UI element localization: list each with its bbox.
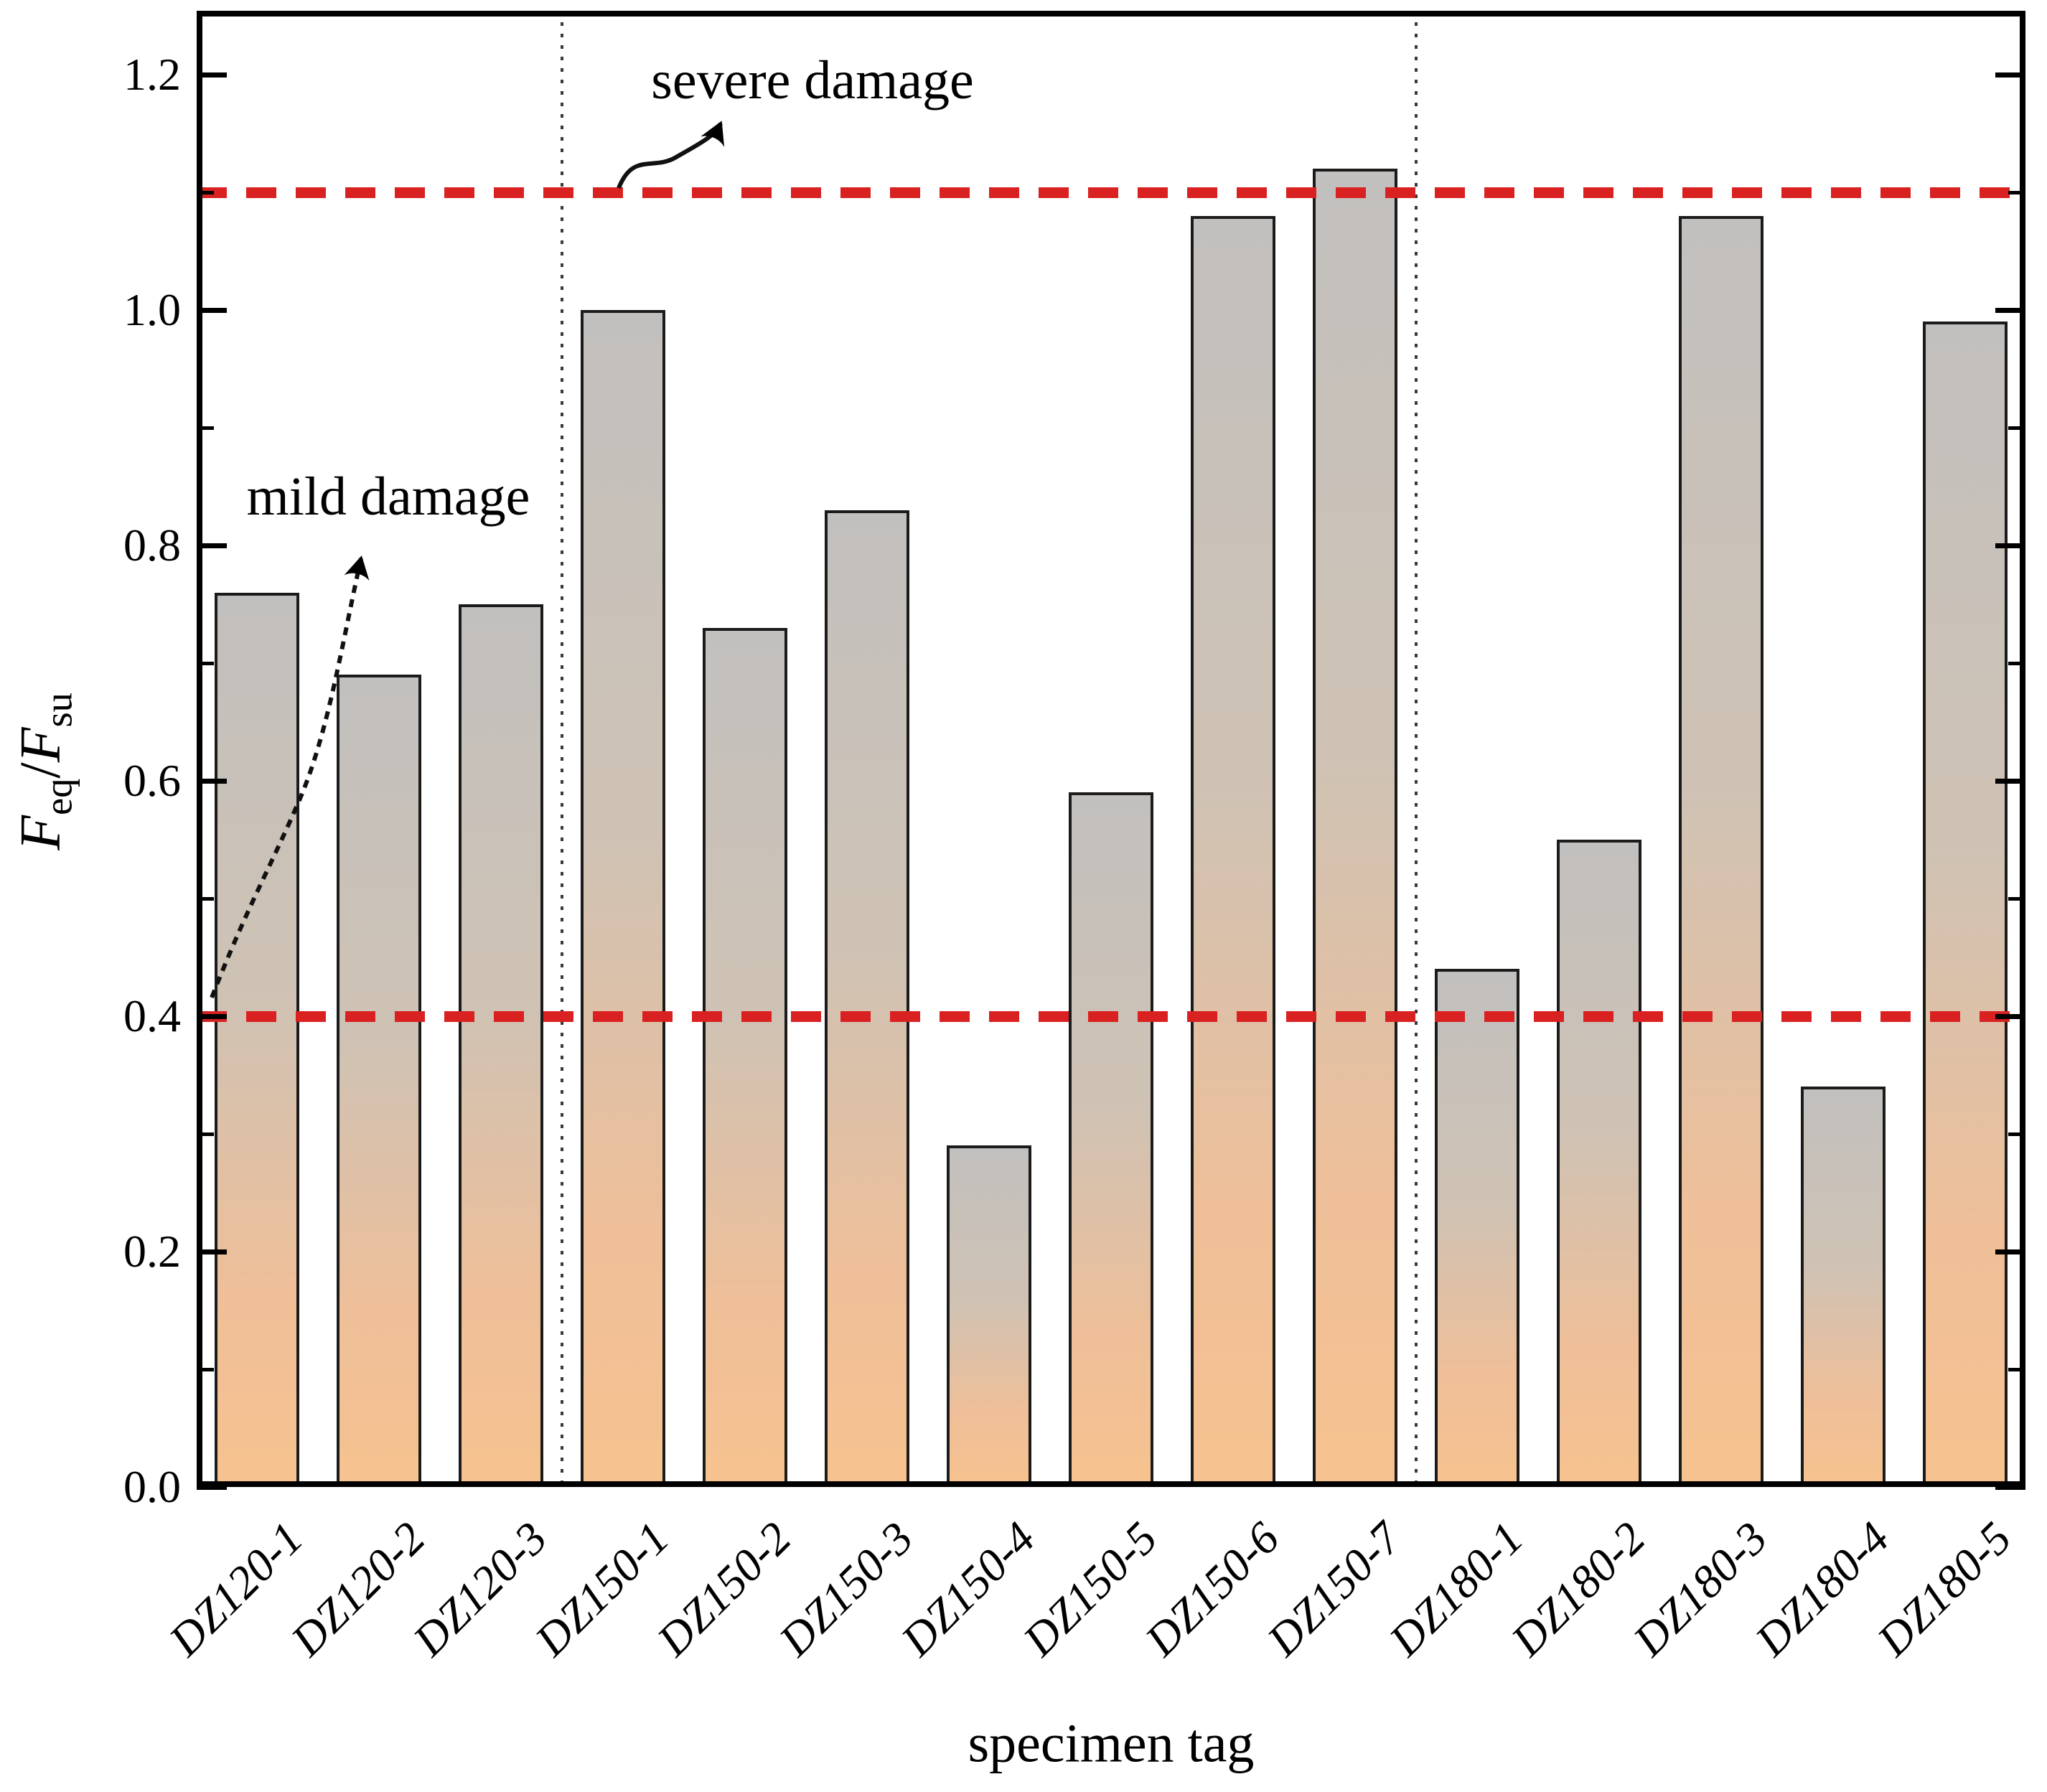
y-tick-minor bbox=[197, 897, 214, 901]
bar-DZ120-2 bbox=[337, 675, 421, 1487]
x-tick-label-DZ150-5: DZ150-5 bbox=[1013, 1512, 1167, 1666]
bar-DZ150-4 bbox=[947, 1145, 1031, 1487]
y-tick-minor bbox=[2008, 426, 2025, 430]
bar-DZ150-3 bbox=[825, 510, 909, 1487]
bar-DZ120-1 bbox=[215, 592, 299, 1487]
y-tick-minor bbox=[197, 426, 214, 430]
x-tick-label-DZ180-1: DZ180-1 bbox=[1379, 1512, 1533, 1666]
y-tick-label: 0.6 bbox=[123, 755, 181, 806]
y-tick-major bbox=[1995, 308, 2025, 313]
y-tick-major bbox=[1995, 543, 2025, 548]
bar-DZ120-3 bbox=[459, 604, 543, 1487]
x-tick-label-DZ150-2: DZ150-2 bbox=[647, 1512, 801, 1666]
x-tick-label-DZ120-3: DZ120-3 bbox=[403, 1512, 557, 1666]
y-tick-minor bbox=[197, 191, 214, 194]
x-tick-label-DZ150-4: DZ150-4 bbox=[891, 1512, 1045, 1666]
y-tick-label: 0.2 bbox=[123, 1226, 181, 1277]
bar-DZ180-5 bbox=[1923, 322, 2008, 1487]
threshold-line-severe bbox=[197, 187, 2025, 198]
y-tick-minor bbox=[2008, 191, 2025, 194]
y-tick-label: 0.4 bbox=[123, 990, 181, 1041]
y-tick-minor bbox=[2008, 897, 2025, 901]
x-tick-label-DZ180-4: DZ180-4 bbox=[1745, 1512, 1899, 1666]
y-title-F1: F bbox=[9, 815, 72, 850]
y-tick-label: 0.0 bbox=[123, 1461, 181, 1512]
y-tick-major bbox=[1995, 1249, 2025, 1254]
y-tick-major bbox=[197, 1014, 227, 1019]
y-tick-major bbox=[197, 308, 227, 313]
y-tick-major bbox=[1995, 72, 2025, 78]
y-tick-major bbox=[197, 72, 227, 78]
x-axis-title: specimen tag bbox=[968, 1713, 1255, 1774]
bar-DZ180-3 bbox=[1679, 215, 1763, 1487]
y-title-F2: F bbox=[9, 727, 72, 763]
x-tick-label-DZ180-3: DZ180-3 bbox=[1623, 1512, 1777, 1666]
bar-DZ150-5 bbox=[1069, 792, 1153, 1487]
x-tick-label-DZ150-1: DZ150-1 bbox=[525, 1512, 679, 1666]
severe-damage-annotation: severe damage bbox=[651, 50, 974, 111]
y-tick-minor bbox=[2008, 662, 2025, 665]
group-separator-line bbox=[1415, 11, 1418, 1487]
y-tick-minor bbox=[2008, 1132, 2025, 1136]
y-tick-minor bbox=[197, 662, 214, 665]
y-tick-major bbox=[1995, 1485, 2025, 1490]
y-tick-label: 0.8 bbox=[123, 520, 181, 571]
bar-DZ180-2 bbox=[1557, 840, 1641, 1487]
x-tick-label-DZ150-6: DZ150-6 bbox=[1135, 1512, 1289, 1666]
bar-DZ180-4 bbox=[1801, 1087, 1886, 1487]
threshold-line-mild bbox=[197, 1011, 2025, 1022]
bar-DZ150-1 bbox=[581, 310, 665, 1487]
y-tick-minor bbox=[2008, 1368, 2025, 1371]
y-tick-minor bbox=[197, 1132, 214, 1136]
mild-damage-annotation: mild damage bbox=[246, 466, 530, 527]
group-separator-line bbox=[561, 11, 563, 1487]
y-tick-label: 1.2 bbox=[123, 49, 181, 100]
y-axis-title: Feq/Fsu bbox=[9, 693, 81, 850]
bar-DZ180-1 bbox=[1435, 969, 1519, 1487]
y-tick-major bbox=[197, 1485, 227, 1490]
x-tick-label-DZ180-2: DZ180-2 bbox=[1501, 1512, 1655, 1666]
bar-DZ150-6 bbox=[1191, 215, 1275, 1487]
bar-DZ150-7 bbox=[1313, 169, 1397, 1487]
y-tick-minor bbox=[197, 1368, 214, 1371]
plot-area bbox=[197, 11, 2025, 1490]
x-tick-label-DZ150-3: DZ150-3 bbox=[769, 1512, 923, 1666]
x-tick-label-DZ150-7: DZ150-7 bbox=[1257, 1512, 1411, 1666]
x-tick-label-DZ120-2: DZ120-2 bbox=[281, 1512, 435, 1666]
bar-DZ150-2 bbox=[703, 627, 787, 1487]
y-tick-major bbox=[197, 779, 227, 784]
y-tick-major bbox=[197, 1249, 227, 1254]
x-tick-label-DZ180-5: DZ180-5 bbox=[1867, 1512, 2021, 1666]
y-tick-major bbox=[1995, 1014, 2025, 1019]
y-tick-major bbox=[1995, 779, 2025, 784]
y-title-sub1: eq bbox=[37, 778, 80, 815]
y-tick-major bbox=[197, 543, 227, 548]
y-title-sub2: su bbox=[37, 693, 80, 728]
y-tick-label: 1.0 bbox=[123, 284, 181, 335]
x-tick-label-DZ120-1: DZ120-1 bbox=[159, 1512, 313, 1666]
y-title-slash: / bbox=[9, 762, 72, 779]
